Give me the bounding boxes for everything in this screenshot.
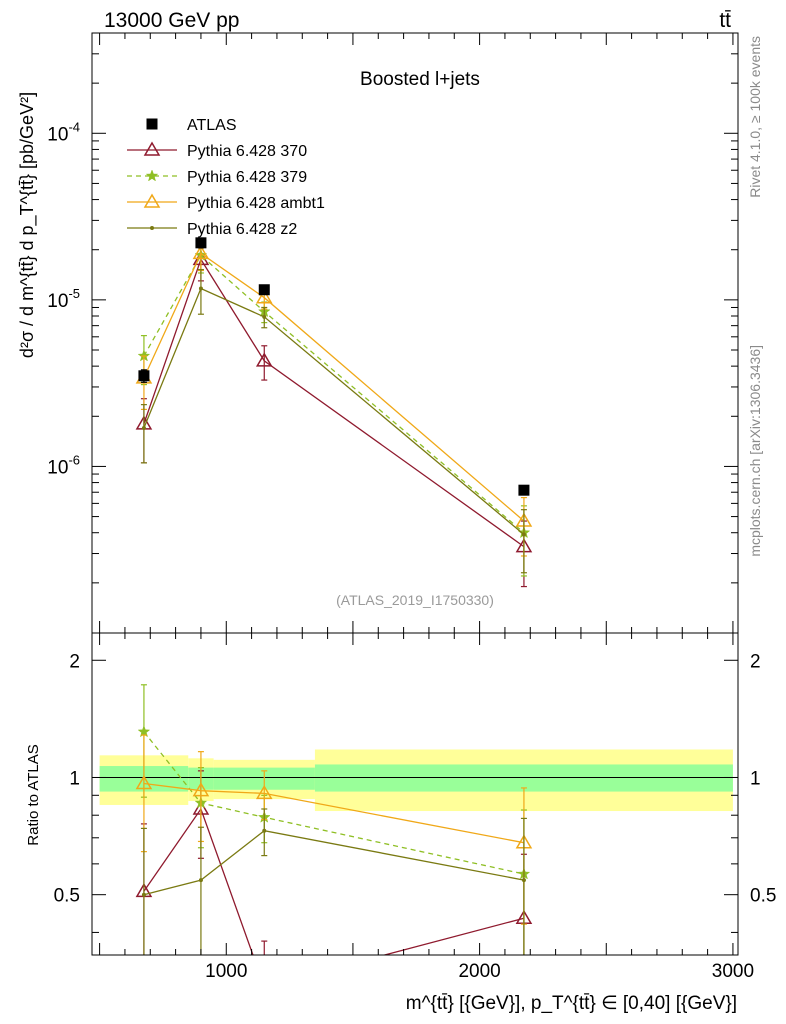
series-3-ratio-error-0 (140, 827, 147, 955)
series-3-point-1 (198, 286, 203, 291)
legend-label-4: Pythia 6.428 z2 (187, 221, 297, 238)
series-3-point-2 (262, 314, 267, 319)
ratio-tick-label-right-1: 1 (750, 768, 761, 789)
series-3-point-3 (521, 532, 526, 537)
series-3-ratio-point-3 (521, 878, 526, 883)
mcplots-source-label: mcplots.cern.ch [arXiv:1306.3436] (747, 345, 763, 557)
series-2-ratio-point-0 (135, 775, 153, 790)
ratio-tick-label-left-2: 2 (69, 651, 80, 672)
data-point-1 (195, 237, 207, 249)
series-3-ratio-point-2 (262, 828, 267, 833)
series-3-ratio-point-0 (141, 892, 146, 897)
series-3-point-0 (141, 426, 146, 431)
legend: ATLAS Pythia 6.428 370 Pythia 6.428 379 Pyt… (127, 117, 325, 238)
series-2-ratio-line (143, 782, 525, 844)
series-3-ratio-error-3 (520, 817, 527, 955)
series-1-ratio-line (143, 731, 525, 875)
x-tick-label-1: 2000 (458, 961, 500, 982)
data-point-0 (138, 370, 150, 382)
series-0-ratio-point-2 (257, 980, 271, 992)
series-1-ratio-point-0 (137, 725, 151, 738)
legend-marker-3 (143, 193, 161, 208)
series-2-point-1 (192, 244, 210, 260)
ratio-y-axis-label: Ratio to ATLAS (25, 744, 42, 845)
series-1-line (143, 254, 525, 534)
data-point-3 (518, 484, 530, 496)
legend-label-1: Pythia 6.428 370 (187, 143, 307, 160)
series-3-ratio-error-1 (197, 826, 204, 955)
series-0-line (143, 257, 525, 548)
band-inner-3 (314, 764, 733, 792)
main-y-axis-label: d²σ / d m^{tt̄} d p_T^{tt̄} [pb/GeV²] (17, 92, 38, 358)
legend-marker-2 (145, 169, 159, 182)
series-3-ratio-point-1 (198, 878, 203, 883)
y-tick-label-0: 10-4 (47, 119, 80, 145)
main-axes: 10-4 10-5 10-6 (47, 32, 738, 634)
series-2-ratio-point-2 (255, 784, 273, 800)
series-0-ratio-line (143, 807, 525, 955)
ratio-plot-content (92, 684, 738, 992)
series-0-error-2 (261, 345, 268, 381)
x-tick-label-0: 1000 (205, 961, 247, 982)
ratio-tick-label-left-0: 0.5 (54, 886, 80, 907)
series-2-ratio-point-1 (192, 782, 210, 797)
ratio-panel: 1000 2000 3000 0.5 0.5 1 1 2 2 (54, 632, 776, 992)
legend-marker-4 (150, 226, 154, 230)
legend-label-2: Pythia 6.428 379 (187, 169, 307, 186)
header-energy-label: 13000 GeV pp (104, 9, 239, 32)
x-axis-label: m^{tt̄} [{GeV}], p_T^{tt̄} ∈ [0,40] [{Ge… (406, 993, 737, 1014)
ratio-frame (91, 632, 739, 956)
ratio-tick-label-right-2: 2 (750, 651, 761, 672)
series-2-point-2 (255, 289, 273, 304)
legend-marker-1 (143, 141, 161, 156)
series-0-point-2 (255, 352, 273, 367)
series-3-error-3 (520, 509, 527, 574)
series-3-error-0 (140, 404, 147, 464)
analysis-id-label: (ATLAS_2019_I1750330) (336, 592, 494, 608)
ratio-tick-label-left-1: 1 (69, 768, 80, 789)
series-3-ratio-line (143, 830, 525, 896)
data-point-2 (258, 284, 270, 296)
main-panel: 10-4 10-5 10-6 Boosted l+jets (ATLAS_2019_… (47, 32, 739, 634)
series-3-line (143, 287, 525, 535)
chart-title: Boosted l+jets (360, 69, 480, 90)
y-tick-label-1: 10-5 (47, 286, 80, 312)
rivet-version-label: Rivet 4.1.0, ≥ 100k events (747, 36, 763, 198)
x-tick-label-2: 3000 (712, 961, 754, 982)
ratio-axes: 1000 2000 3000 0.5 0.5 1 1 2 2 (54, 633, 776, 982)
legend-label-3: Pythia 6.428 ambt1 (187, 195, 325, 212)
legend-label-0: ATLAS (187, 117, 237, 134)
main-plot-content (135, 237, 533, 588)
series-2-line (143, 252, 525, 522)
series-0-ratio-error-2 (261, 940, 268, 955)
y-tick-label-2: 10-6 (47, 452, 80, 478)
series-3-error-1 (197, 268, 204, 315)
ratio-tick-label-right-0: 0.5 (750, 886, 776, 907)
legend-marker-0 (146, 118, 158, 130)
header-process-label: tt̄ (719, 9, 731, 32)
